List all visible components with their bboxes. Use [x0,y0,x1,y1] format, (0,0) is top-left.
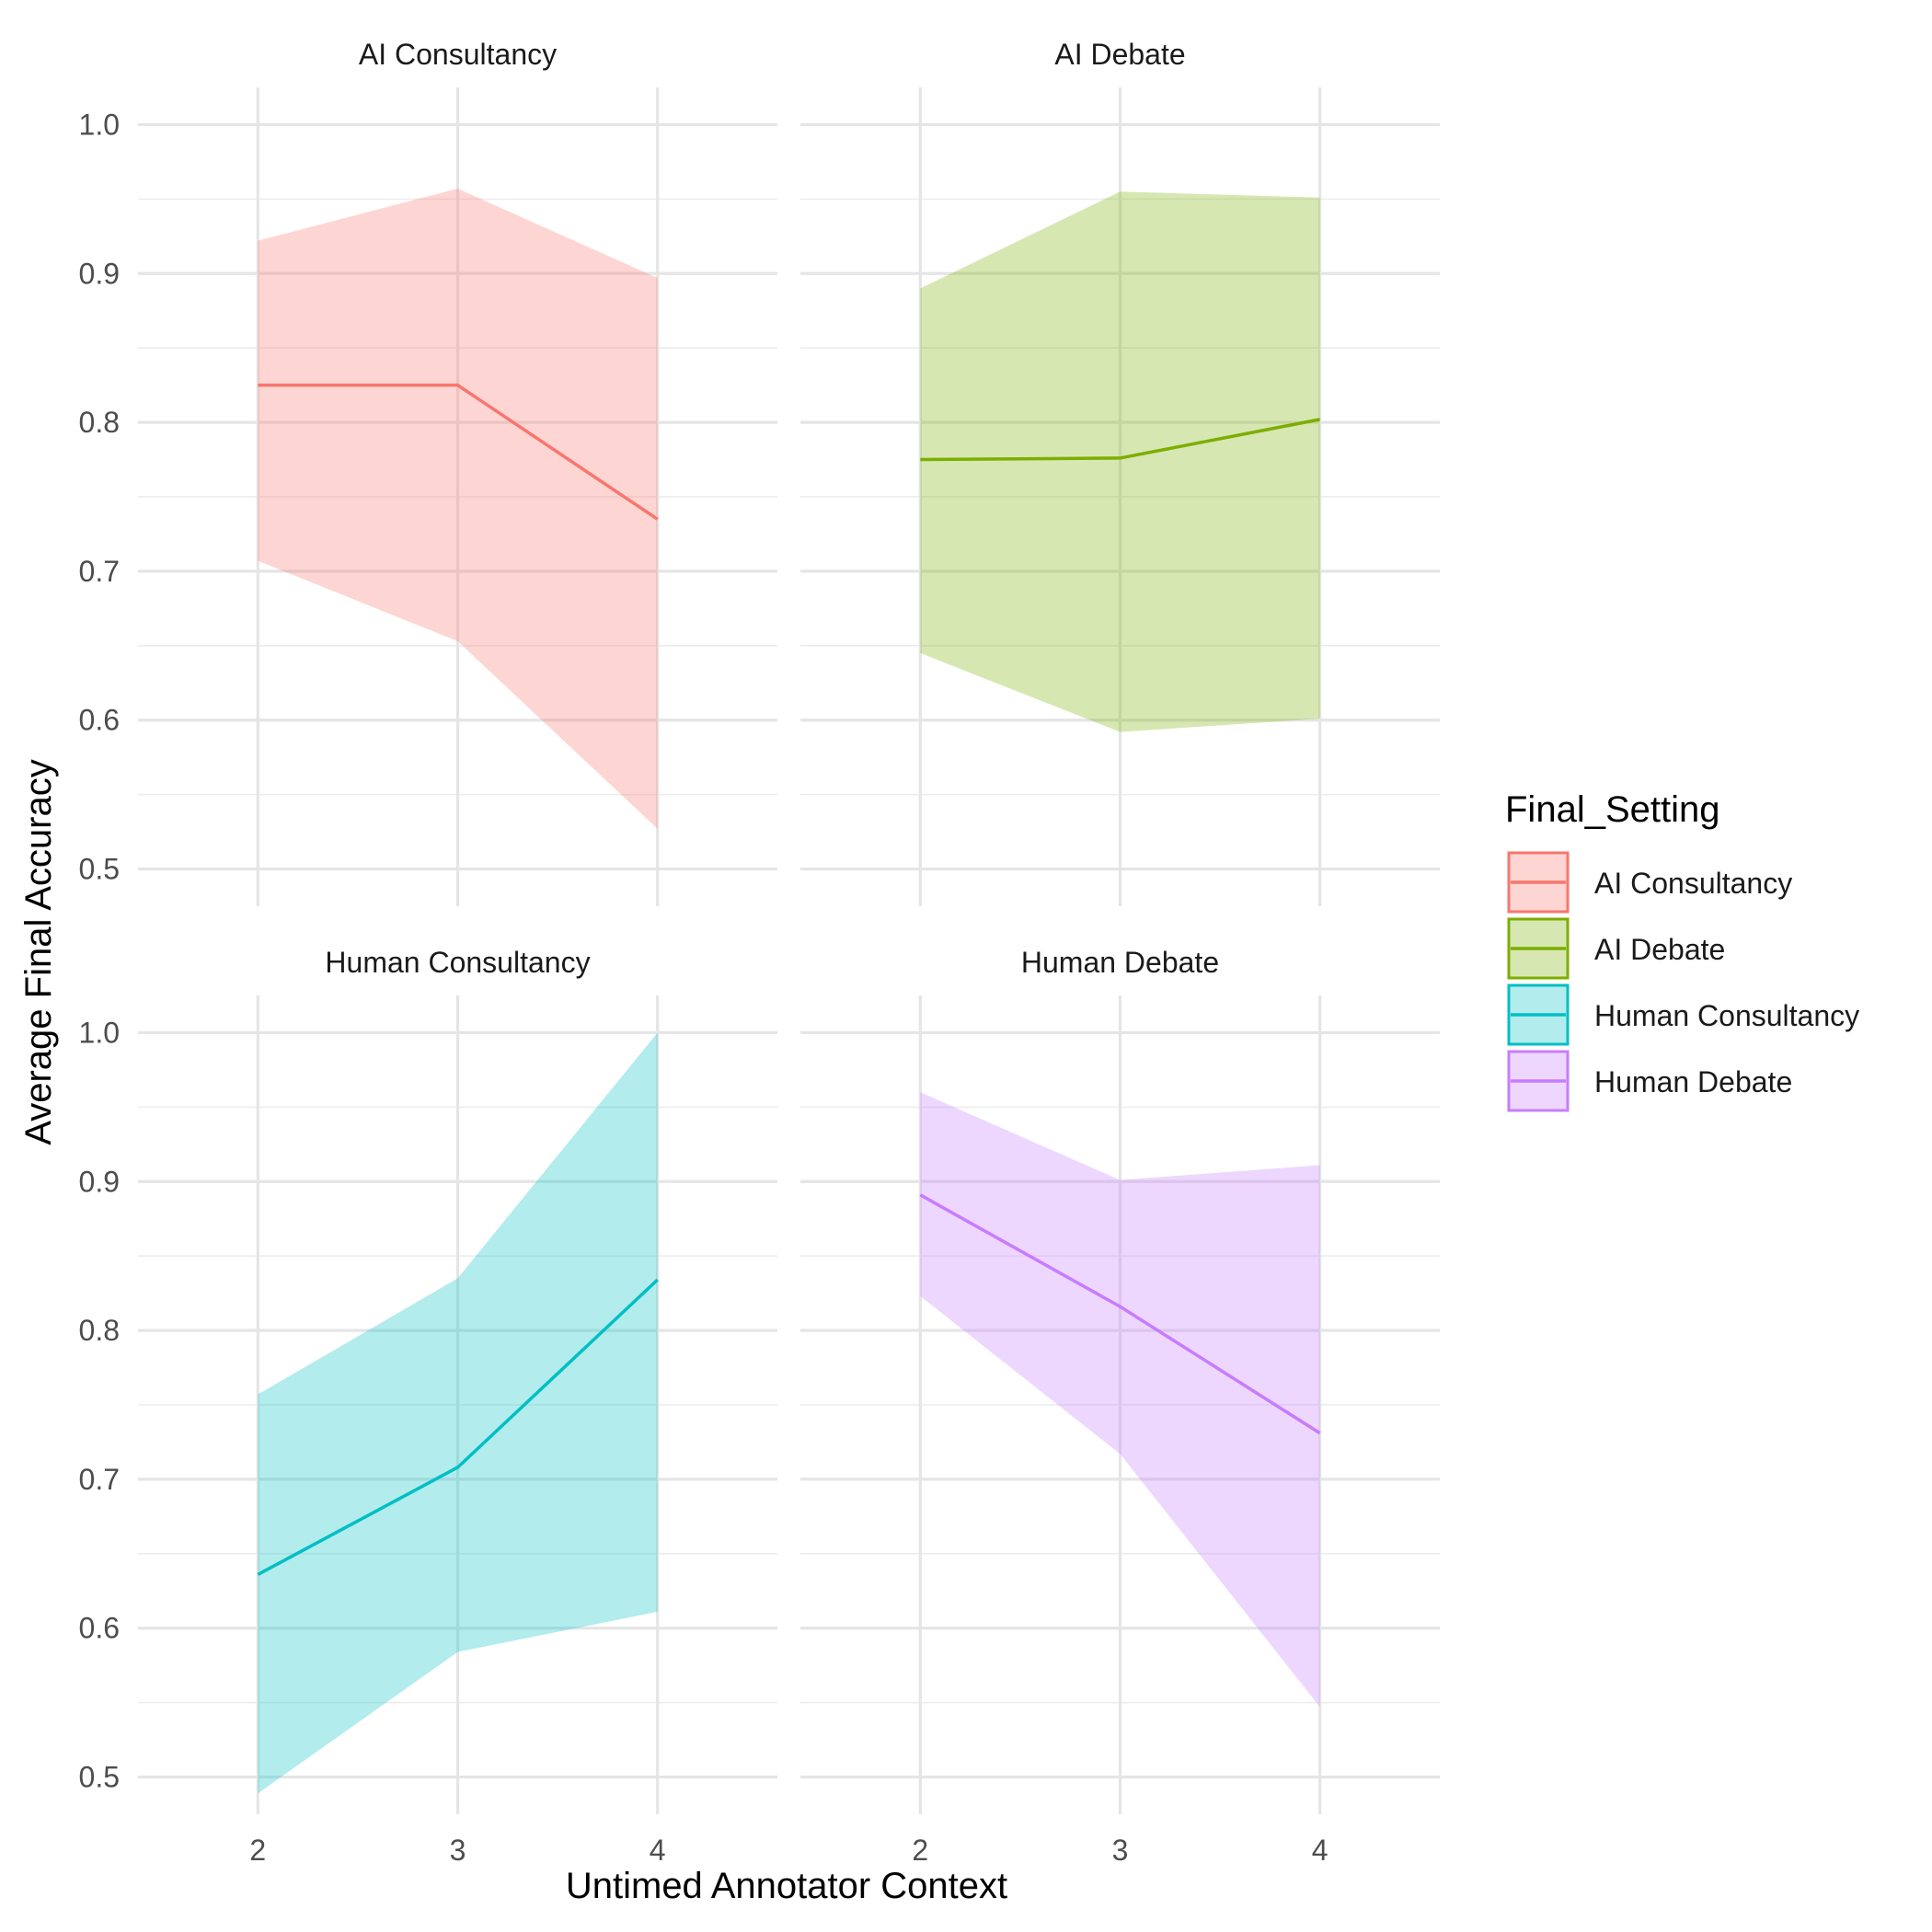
panel-ai-debate: AI Debate [800,38,1440,906]
x-tick-label: 4 [650,1834,666,1867]
y-tick-label: 0.8 [79,1314,120,1347]
series-line-ai-debate [920,418,1321,462]
y-tick-label: 0.8 [79,406,120,439]
y-tick-label: 0.7 [79,1463,120,1496]
y-tick-label: 1.0 [79,1016,120,1049]
series-line-human-debate [919,1193,1321,1435]
panel-human-debate: Human Debate [800,946,1440,1814]
legend-label: AI Consultancy [1594,867,1792,900]
legend-title: Final_Setting [1505,789,1719,830]
y-tick-label: 1.0 [79,108,120,141]
panel-human-consultancy: Human Consultancy [138,946,777,1814]
strip-label: Human Debate [1021,946,1219,979]
strip-label: AI Consultancy [359,38,557,71]
y-tick-label: 0.5 [79,853,120,886]
x-tick-label: 4 [1312,1834,1328,1867]
legend-items: AI Consultancy AI Debate Human Consultancy… [1507,851,1859,1112]
y-tick-label: 0.6 [79,704,120,737]
legend-label: Human Debate [1594,1065,1792,1098]
ribbon-ai-consultancy [258,189,658,829]
x-axis-title: Untimed Annotator Context [566,1866,1007,1906]
y-tick-label: 0.5 [79,1761,120,1794]
y-tick-label: 0.7 [79,555,120,588]
x-tick-label: 2 [249,1834,266,1867]
ribbon-human-debate [920,1092,1320,1708]
axes-layer: 0.5 0.6 0.7 0.8 0.9 1.0 0.5 0.6 0.7 0.8 0.9 1.0 2 3 4 2… [79,108,1328,1867]
legend-label: AI Debate [1594,933,1725,966]
legend-item-human-debate: Human Debate [1507,1050,1792,1112]
ribbon-ai-debate [920,191,1320,732]
x-tick-label: 3 [1112,1834,1129,1867]
x-tick-label: 3 [450,1834,466,1867]
panel-ai-consultancy: AI Consultancy [138,38,777,906]
ribbon-human-consultancy [258,1032,658,1794]
legend-item-ai-debate: AI Debate [1507,917,1725,980]
series-line-ai-consultancy [258,383,659,521]
legend-item-human-consultancy: Human Consultancy [1507,983,1859,1046]
legend-label: Human Consultancy [1594,999,1859,1032]
panels-layer: AI Consultancy AI Debate Human Consultancy… [138,38,1440,1814]
x-tick-label: 2 [912,1834,928,1867]
strip-label: AI Debate [1054,38,1185,71]
y-axis-title: Average Final Accuracy [18,759,59,1144]
y-tick-label: 0.6 [79,1612,120,1645]
series-line-human-consultancy [257,1278,659,1577]
y-tick-label: 0.9 [79,1165,120,1198]
legend-item-ai-consultancy: AI Consultancy [1507,851,1792,914]
strip-label: Human Consultancy [325,946,590,979]
legend: Final_Setting AI Consultancy AI Debate Hum… [1505,789,1859,1112]
y-tick-label: 0.9 [79,257,120,290]
